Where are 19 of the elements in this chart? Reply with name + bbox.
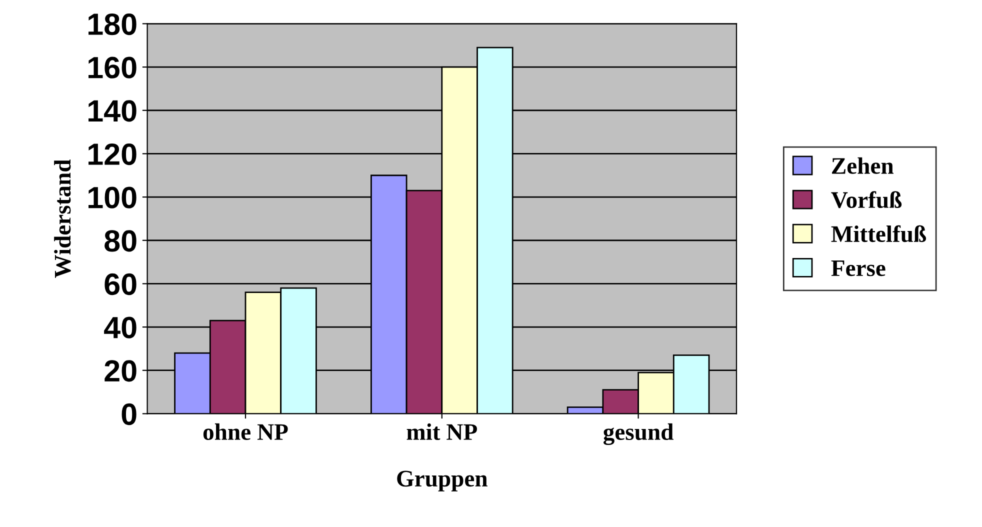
x-tick-label: ohne NP: [203, 423, 288, 440]
y-tick-label: 0: [122, 403, 136, 426]
x-tick-label: gesund: [603, 423, 674, 446]
y-tick-label: 20: [104, 360, 136, 382]
legend-label: Vorfuß: [831, 191, 902, 208]
y-tick-label: 60: [104, 273, 136, 296]
legend-label: Mittelfuß: [831, 225, 926, 242]
x-tick-label: mit NP: [406, 423, 477, 440]
y-tick-label: 100: [88, 186, 136, 208]
y-tick-label: 180: [88, 13, 136, 36]
y-tick-label: 40: [104, 316, 136, 338]
legend-label: Zehen: [832, 157, 894, 174]
y-tick-label: 80: [104, 230, 136, 252]
y-tick-label: 140: [88, 100, 136, 122]
y-axis-title: Widerstand: [54, 159, 71, 278]
y-tick-label: 160: [88, 56, 136, 78]
y-tick-label: 120: [88, 143, 136, 166]
x-axis-title: Gruppen: [397, 470, 488, 492]
legend-label: Ferse: [831, 260, 886, 276]
